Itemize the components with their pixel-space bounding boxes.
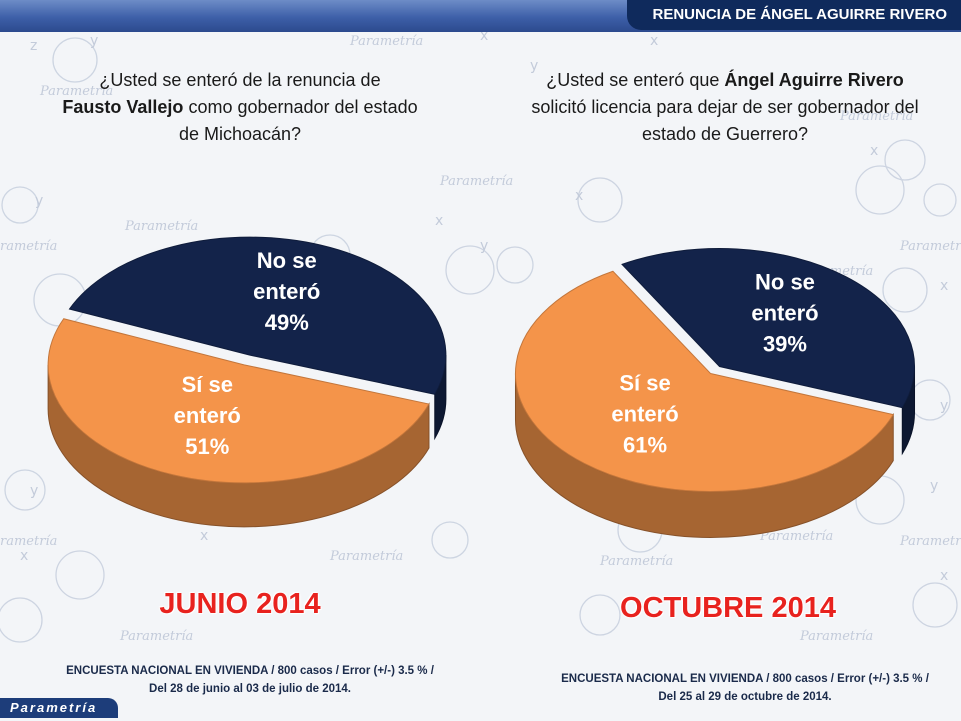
- footnote-left-line1: ENCUESTA NACIONAL EN VIVIENDA / 800 caso…: [66, 665, 434, 677]
- pie-0-slice-1-label-line1: Sí se: [182, 372, 233, 397]
- svg-text:Parametría: Parametría: [839, 109, 913, 124]
- svg-text:y: y: [30, 483, 38, 499]
- svg-text:Parametría: Parametría: [899, 534, 961, 549]
- pie-1-slice-1-label-line1: Sí se: [619, 370, 670, 395]
- svg-text:y: y: [480, 238, 488, 254]
- question-left: ¿Usted se enteró de la renuncia de Faust…: [60, 67, 420, 148]
- question-right-part1: ¿Usted se enteró que: [546, 70, 720, 90]
- svg-text:x: x: [870, 143, 878, 159]
- pie-0-slice-0-value-label: 49%: [265, 310, 309, 335]
- svg-text:Parametría: Parametría: [599, 554, 673, 569]
- question-right-part2: solicitó licencia para dejar de ser gobe…: [531, 97, 919, 144]
- svg-text:Parametría: Parametría: [759, 529, 833, 544]
- svg-text:Parametría: Parametría: [439, 174, 513, 189]
- pie-0-slice-0: [68, 236, 447, 395]
- pie-1-slice-1-label-line2: enteró: [611, 401, 678, 426]
- pie-1-slice-0: [621, 248, 916, 409]
- svg-text:x: x: [435, 213, 443, 229]
- pie-0-slice-1-value-label: 51%: [185, 434, 229, 459]
- svg-text:x: x: [940, 278, 948, 294]
- brand-logo: Parametría: [0, 698, 118, 718]
- svg-text:y: y: [930, 478, 938, 494]
- svg-text:y: y: [90, 33, 98, 49]
- svg-text:Parametría: Parametría: [349, 34, 423, 49]
- svg-text:y: y: [940, 398, 948, 414]
- svg-text:Parametría: Parametría: [899, 239, 961, 254]
- footnote-right: ENCUESTA NACIONAL EN VIVIENDA / 800 caso…: [530, 670, 960, 706]
- footnote-right-line1: ENCUESTA NACIONAL EN VIVIENDA / 800 caso…: [561, 673, 929, 685]
- footnote-left: ENCUESTA NACIONAL EN VIVIENDA / 800 caso…: [40, 662, 460, 698]
- pie-0-slice-1: [47, 318, 430, 484]
- svg-text:rametría: rametría: [0, 534, 57, 549]
- svg-text:x: x: [575, 188, 583, 204]
- svg-text:x: x: [940, 568, 948, 584]
- pie-0-slice-1-label-line2: enteró: [174, 403, 241, 428]
- footnote-left-line2: Del 28 de junio al 03 de julio de 2014.: [149, 683, 351, 695]
- pie-0-slice-0-label-line2: enteró: [253, 279, 320, 304]
- period-label-left: JUNIO 2014: [159, 588, 321, 620]
- question-left-part1: ¿Usted se enteró de la renuncia de: [99, 70, 381, 90]
- pie-1-slice-1-value-label: 61%: [623, 432, 667, 457]
- question-left-part2: como gobernador del estado de Michoacán?: [178, 97, 418, 144]
- svg-text:Parametría: Parametría: [119, 629, 193, 644]
- svg-text:x: x: [200, 528, 208, 544]
- pie-0-slice-0-label-line1: No se: [257, 248, 317, 273]
- pie-1-slice-1: [515, 270, 895, 492]
- svg-text:y: y: [35, 193, 43, 209]
- pie-1-slice-0-value-label: 39%: [763, 332, 807, 357]
- svg-text:z: z: [30, 38, 37, 54]
- period-label-right: OCTUBRE 2014: [620, 592, 836, 624]
- svg-text:Parametría: Parametría: [124, 219, 198, 234]
- svg-text:rametría: rametría: [0, 239, 57, 254]
- footnote-right-line2: Del 25 al 29 de octubre de 2014.: [658, 691, 832, 703]
- question-right: ¿Usted se enteró que Ángel Aguirre River…: [505, 67, 945, 148]
- question-right-bold: Ángel Aguirre Rivero: [724, 70, 904, 90]
- svg-text:y: y: [530, 58, 538, 74]
- svg-text:x: x: [650, 33, 658, 49]
- question-left-bold: Fausto Vallejo: [62, 97, 184, 117]
- page-title: RENUNCIA DE ÁNGEL AGUIRRE RIVERO: [626, 0, 961, 30]
- svg-text:x: x: [480, 28, 488, 44]
- pie-1-slice-0-label-line2: enteró: [751, 301, 818, 326]
- svg-text:Parametría: Parametría: [329, 549, 403, 564]
- svg-text:Parametría: Parametría: [799, 629, 873, 644]
- svg-text:Parametría: Parametría: [39, 84, 113, 99]
- pie-1-slice-0-label-line1: No se: [755, 270, 815, 295]
- svg-text:x: x: [20, 548, 28, 564]
